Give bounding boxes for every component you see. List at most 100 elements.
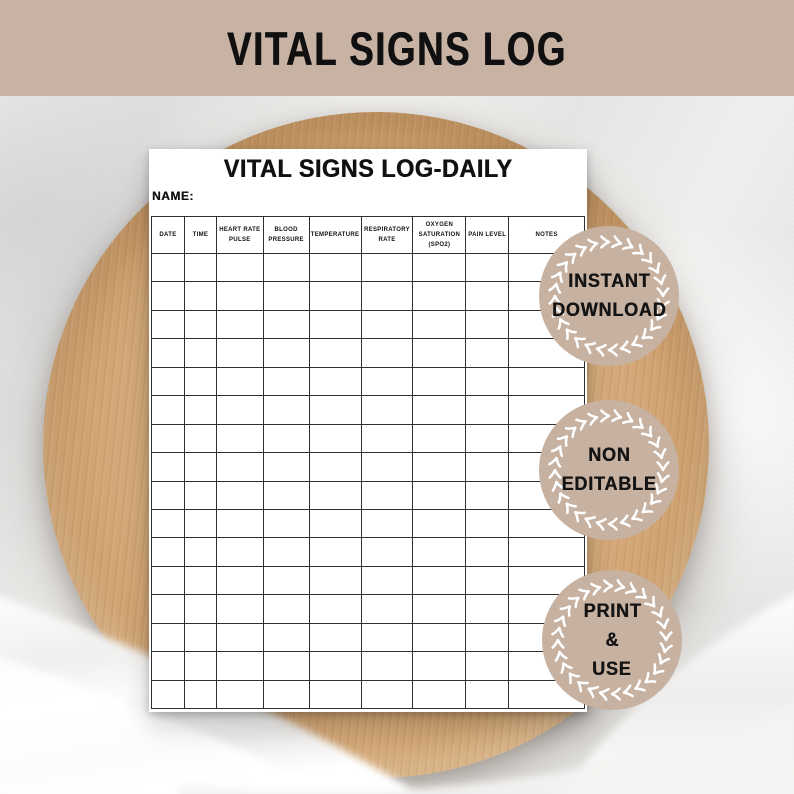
blank-cell [262, 452, 310, 482]
blank-cell [360, 508, 414, 539]
blank-cell [183, 565, 217, 596]
blank-cell [215, 679, 264, 710]
blank-cell [360, 565, 414, 596]
table-row [151, 622, 585, 653]
blank-cell [262, 508, 310, 539]
blank-cell [308, 480, 362, 510]
blank-cell [262, 565, 310, 596]
blank-cell [508, 366, 585, 397]
column-header: OXYGEN SATURATION (SPO2) [412, 216, 467, 254]
table-row [151, 508, 585, 539]
blank-cell [308, 281, 362, 311]
banner-title: VITAL SIGNS LOG [227, 21, 567, 75]
blank-cell [465, 594, 510, 624]
blank-cell [151, 480, 185, 510]
blank-cell [215, 508, 264, 539]
blank-cell [308, 651, 362, 681]
blank-cell [151, 366, 185, 397]
blank-cell [360, 537, 414, 567]
title-banner: VITAL SIGNS LOG [0, 0, 794, 96]
blank-cell [215, 252, 264, 283]
blank-cell [183, 395, 217, 425]
badge-text: PRINT [583, 600, 641, 622]
blank-cell [183, 508, 217, 539]
blank-cell [412, 679, 467, 710]
blank-cell [151, 651, 185, 681]
blank-cell [262, 281, 310, 311]
blank-cell [308, 565, 362, 596]
blank-cell [151, 309, 185, 340]
blank-cell [465, 565, 510, 596]
blank-cell [360, 651, 414, 681]
blank-cell [151, 679, 185, 710]
blank-cell [183, 366, 217, 397]
blank-cell [508, 537, 585, 567]
blank-cell [262, 423, 310, 454]
blank-cell [183, 679, 217, 710]
blank-cell [465, 309, 510, 340]
table-row [151, 309, 585, 340]
badge-text: INSTANT [567, 271, 651, 292]
blank-cell [215, 480, 264, 510]
log-table: DATE TIME HEART RATE PULSE BLOOD PRESSURE TE… [151, 216, 585, 710]
blank-cell [215, 309, 264, 340]
blank-cell [262, 537, 310, 567]
blank-cell [360, 679, 414, 710]
blank-cell [465, 480, 510, 510]
blank-cell [412, 537, 467, 567]
blank-cell [308, 309, 362, 340]
blank-cell [308, 366, 362, 397]
blank-cell [183, 594, 217, 624]
blank-cell [360, 281, 414, 311]
column-header: TEMPERATURE [308, 216, 362, 254]
badge-instant-download: INSTANT DOWNLOAD [539, 226, 679, 366]
blank-cell [465, 423, 510, 454]
table-row [151, 480, 585, 510]
table-row [151, 395, 585, 425]
blank-cell [215, 452, 264, 482]
blank-cell [215, 622, 264, 653]
blank-cell [412, 565, 467, 596]
table-row [151, 594, 585, 624]
blank-cell [151, 423, 185, 454]
blank-cell [465, 338, 510, 368]
blank-cell [151, 508, 185, 539]
blank-cell [308, 508, 362, 539]
blank-cell [215, 395, 264, 425]
column-header: BLOOD PRESSURE [262, 216, 310, 254]
laurel-wreath-icon [539, 400, 679, 540]
table-row [151, 452, 585, 482]
table-row [151, 252, 585, 283]
column-header: DATE [151, 216, 185, 254]
blank-cell [412, 281, 467, 311]
badge-text: NON [587, 445, 631, 466]
blank-cell [360, 366, 414, 397]
column-header: TIME [183, 216, 217, 254]
blank-cell [412, 366, 467, 397]
blank-cell [183, 338, 217, 368]
blank-cell [308, 423, 362, 454]
blank-cell [151, 565, 185, 596]
blank-cell [412, 622, 467, 653]
blank-cell [183, 252, 217, 283]
blank-cell [262, 366, 310, 397]
blank-cell [465, 452, 510, 482]
blank-cell [183, 452, 217, 482]
blank-cell [308, 338, 362, 368]
blank-cell [308, 452, 362, 482]
blank-cell [465, 281, 510, 311]
table-row [151, 423, 585, 454]
name-label: NAME: [152, 189, 194, 203]
blank-cell [465, 366, 510, 397]
blank-cell [183, 423, 217, 454]
badge-text: USE [592, 658, 632, 680]
blank-cell [465, 679, 510, 710]
blank-cell [262, 679, 310, 710]
blank-cell [183, 480, 217, 510]
blank-cell [183, 309, 217, 340]
blank-cell [262, 622, 310, 653]
blank-cell [262, 252, 310, 283]
blank-cell [215, 537, 264, 567]
blank-cell [151, 338, 185, 368]
printable-sheet: VITAL SIGNS LOG-DAILY NAME: DATE TIME HEAR… [149, 149, 587, 712]
